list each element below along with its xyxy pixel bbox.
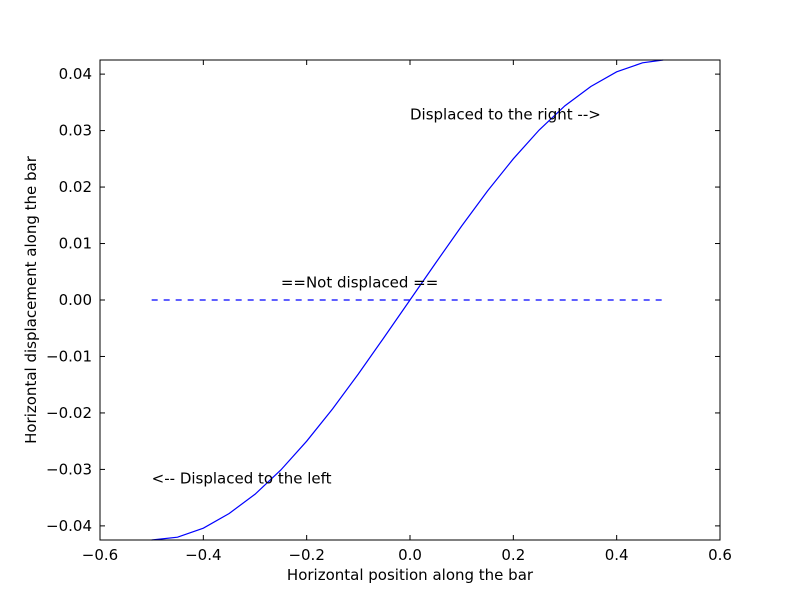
y-tick-label: 0.02 bbox=[59, 178, 92, 196]
annotation-0: Displaced to the right --> bbox=[410, 105, 601, 123]
x-tick-label: −0.6 bbox=[82, 546, 118, 564]
y-tick-label: −0.04 bbox=[46, 517, 92, 535]
y-tick-label: 0.01 bbox=[59, 235, 92, 253]
x-axis-label: Horizontal position along the bar bbox=[287, 566, 534, 584]
x-tick-label: −0.2 bbox=[288, 546, 324, 564]
y-tick-label: −0.02 bbox=[46, 404, 92, 422]
y-tick-label: 0.03 bbox=[59, 122, 92, 140]
x-tick-label: 0.0 bbox=[398, 546, 422, 564]
x-tick-label: −0.4 bbox=[185, 546, 221, 564]
y-axis-label: Horizontal displacement along the bar bbox=[22, 155, 40, 444]
axes: −0.6 −0.4 −0.2 0.0 0.2 0.4 0.6 −0.04 −0.03 −0.02 −… bbox=[46, 59, 732, 564]
y-tick-label: 0.04 bbox=[59, 65, 92, 83]
y-tick-label: 0.00 bbox=[59, 291, 92, 309]
x-tick-label: 0.2 bbox=[501, 546, 525, 564]
annotation-1: ==Not displaced == bbox=[281, 274, 438, 292]
displacement-curve bbox=[151, 59, 664, 541]
x-tick-label: 0.4 bbox=[605, 546, 629, 564]
y-tick-label: −0.03 bbox=[46, 460, 92, 478]
annotation-2: <-- Displaced to the left bbox=[152, 470, 332, 488]
y-tick-label: −0.01 bbox=[46, 347, 92, 365]
x-tick-label: 0.6 bbox=[708, 546, 732, 564]
plot-area: Displaced to the right --> ==Not displace… bbox=[151, 59, 664, 541]
